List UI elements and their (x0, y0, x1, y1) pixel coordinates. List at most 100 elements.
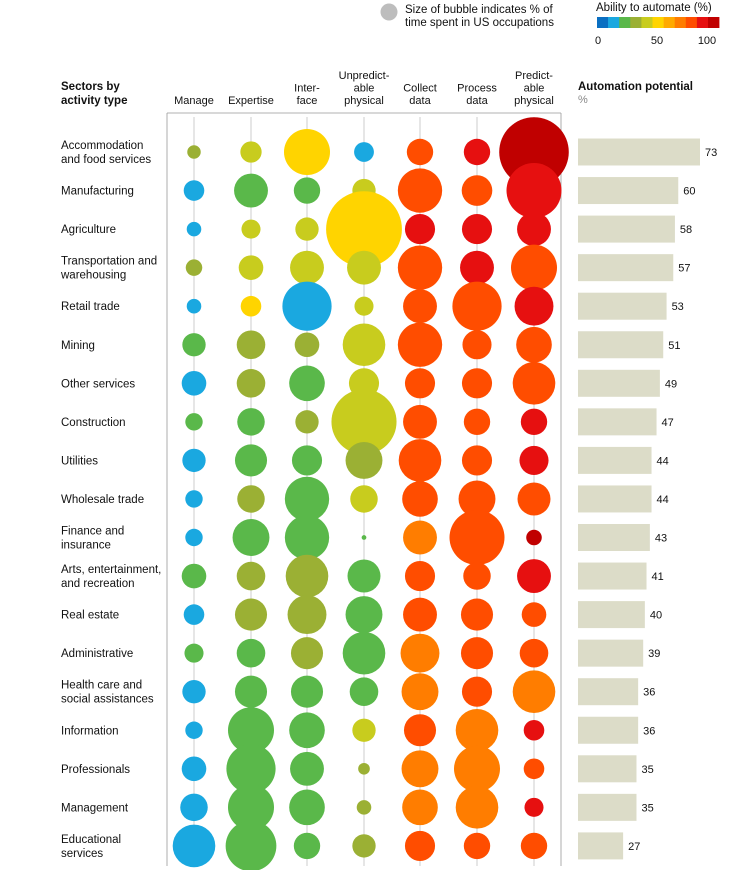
sector-label: and food services (61, 154, 151, 166)
bubble-process_data (460, 637, 494, 670)
column-header-process_data: data (466, 95, 488, 107)
bubble-process_data (452, 281, 502, 331)
bubble-unpredictable_physical (345, 596, 383, 634)
row-header: Sectors by (61, 81, 120, 93)
sector-label: Arts, entertainment, (61, 564, 161, 576)
bubble-interface (287, 595, 327, 635)
sector-label: social assistances (61, 694, 154, 706)
color-legend-tick: 50 (651, 35, 663, 47)
column-header-expertise: Expertise (228, 95, 274, 107)
bubble-interface (290, 751, 324, 786)
bubble-collect_data (403, 714, 437, 747)
automation-bar (578, 562, 647, 590)
automation-bar (578, 793, 637, 821)
bubble-expertise (240, 141, 262, 163)
bubble-process_data (463, 408, 491, 436)
bubble-interface (284, 476, 330, 522)
bubble-interface (289, 365, 325, 402)
sector-label: Wholesale trade (61, 494, 144, 506)
bubble-predictable_physical (524, 797, 544, 817)
sector-label: Construction (61, 417, 126, 429)
sector-label: Real estate (61, 610, 119, 622)
bubble-expertise (241, 219, 261, 239)
sector-label: services (61, 848, 103, 860)
bubble-unpredictable_physical (342, 323, 386, 367)
bubble-predictable_physical (517, 482, 551, 516)
color-legend-swatch (663, 17, 675, 28)
automation-bar (578, 485, 652, 513)
bubble-expertise (237, 485, 265, 513)
bubble-predictable_physical (523, 719, 545, 741)
bubble-manage (185, 721, 203, 739)
bubble-manage (180, 793, 208, 822)
bubble-expertise (227, 784, 275, 831)
automation-value: 53 (672, 301, 684, 313)
sector-label: Professionals (61, 764, 130, 776)
column-header-predictable_physical: able (524, 83, 545, 95)
sector-label: Mining (61, 340, 95, 352)
bubble-unpredictable_physical (347, 559, 381, 593)
bubble-process_data (460, 250, 494, 285)
bubble-interface (282, 281, 332, 331)
bubble-manage (183, 180, 205, 201)
bubble-manage (187, 145, 201, 159)
column-header-collect_data: Collect (403, 83, 437, 95)
bubble-predictable_physical (520, 832, 548, 860)
bubble-manage (183, 604, 205, 625)
automation-value: 36 (643, 725, 655, 737)
automation-value: 57 (678, 263, 690, 275)
automation-value: 73 (705, 147, 717, 159)
column-header-predictable_physical: physical (514, 95, 554, 107)
bubble-collect_data (404, 560, 436, 592)
bubble-unpredictable_physical (349, 677, 379, 706)
automation-value: 49 (665, 378, 677, 390)
bubble-collect_data (401, 750, 439, 788)
bubble-process_data (463, 562, 491, 590)
bubble-interface (283, 128, 331, 176)
bubble-interface (284, 515, 330, 560)
automation-bar (578, 215, 675, 243)
automation-value: 43 (655, 533, 667, 545)
sector-label: Utilities (61, 455, 98, 467)
automation-bar (578, 369, 660, 397)
bubble-unpredictable_physical (361, 535, 367, 540)
bubble-predictable_physical (514, 286, 554, 326)
column-header-unpredictable_physical: physical (344, 95, 384, 107)
bubble-collect_data (400, 633, 440, 673)
bubble-interface (290, 250, 324, 285)
column-header-predictable_physical: Predict- (515, 70, 553, 82)
bubble-expertise (234, 173, 268, 208)
automation-bar (578, 254, 674, 282)
bubble-collect_data (404, 368, 436, 399)
automation-value: 40 (650, 610, 662, 622)
bubble-collect_data (402, 481, 438, 517)
bubble-collect_data (403, 597, 437, 632)
size-legend-text: time spent in US occupations (405, 17, 554, 29)
automation-bar (578, 639, 644, 667)
sector-label: Educational (61, 834, 121, 846)
bubble-expertise (236, 638, 266, 668)
bubble-predictable_physical (519, 638, 549, 668)
bubble-interface (285, 554, 329, 598)
bubble-unpredictable_physical (347, 250, 381, 285)
bubble-predictable_physical (512, 670, 556, 713)
automation-bar (578, 678, 639, 706)
bubble-manage (185, 259, 203, 276)
color-legend-swatch (597, 17, 609, 28)
bubble-manage (186, 221, 202, 237)
sector-label: Management (61, 802, 129, 814)
bubble-manage (185, 490, 203, 508)
automation-bar (578, 138, 700, 166)
bubble-expertise (240, 295, 262, 317)
color-legend-swatch (652, 17, 664, 28)
bubble-unpredictable_physical (342, 631, 386, 675)
automation-value: 35 (641, 764, 653, 776)
bar-title: Automation potential (578, 81, 693, 93)
sector-label: Other services (61, 378, 135, 390)
automation-bar (578, 524, 650, 551)
bubble-manage (182, 448, 206, 473)
bubble-process_data (463, 138, 491, 166)
color-legend-swatch (674, 17, 687, 28)
bubble-collect_data (397, 322, 443, 367)
column-header-manage: Manage (174, 95, 214, 107)
